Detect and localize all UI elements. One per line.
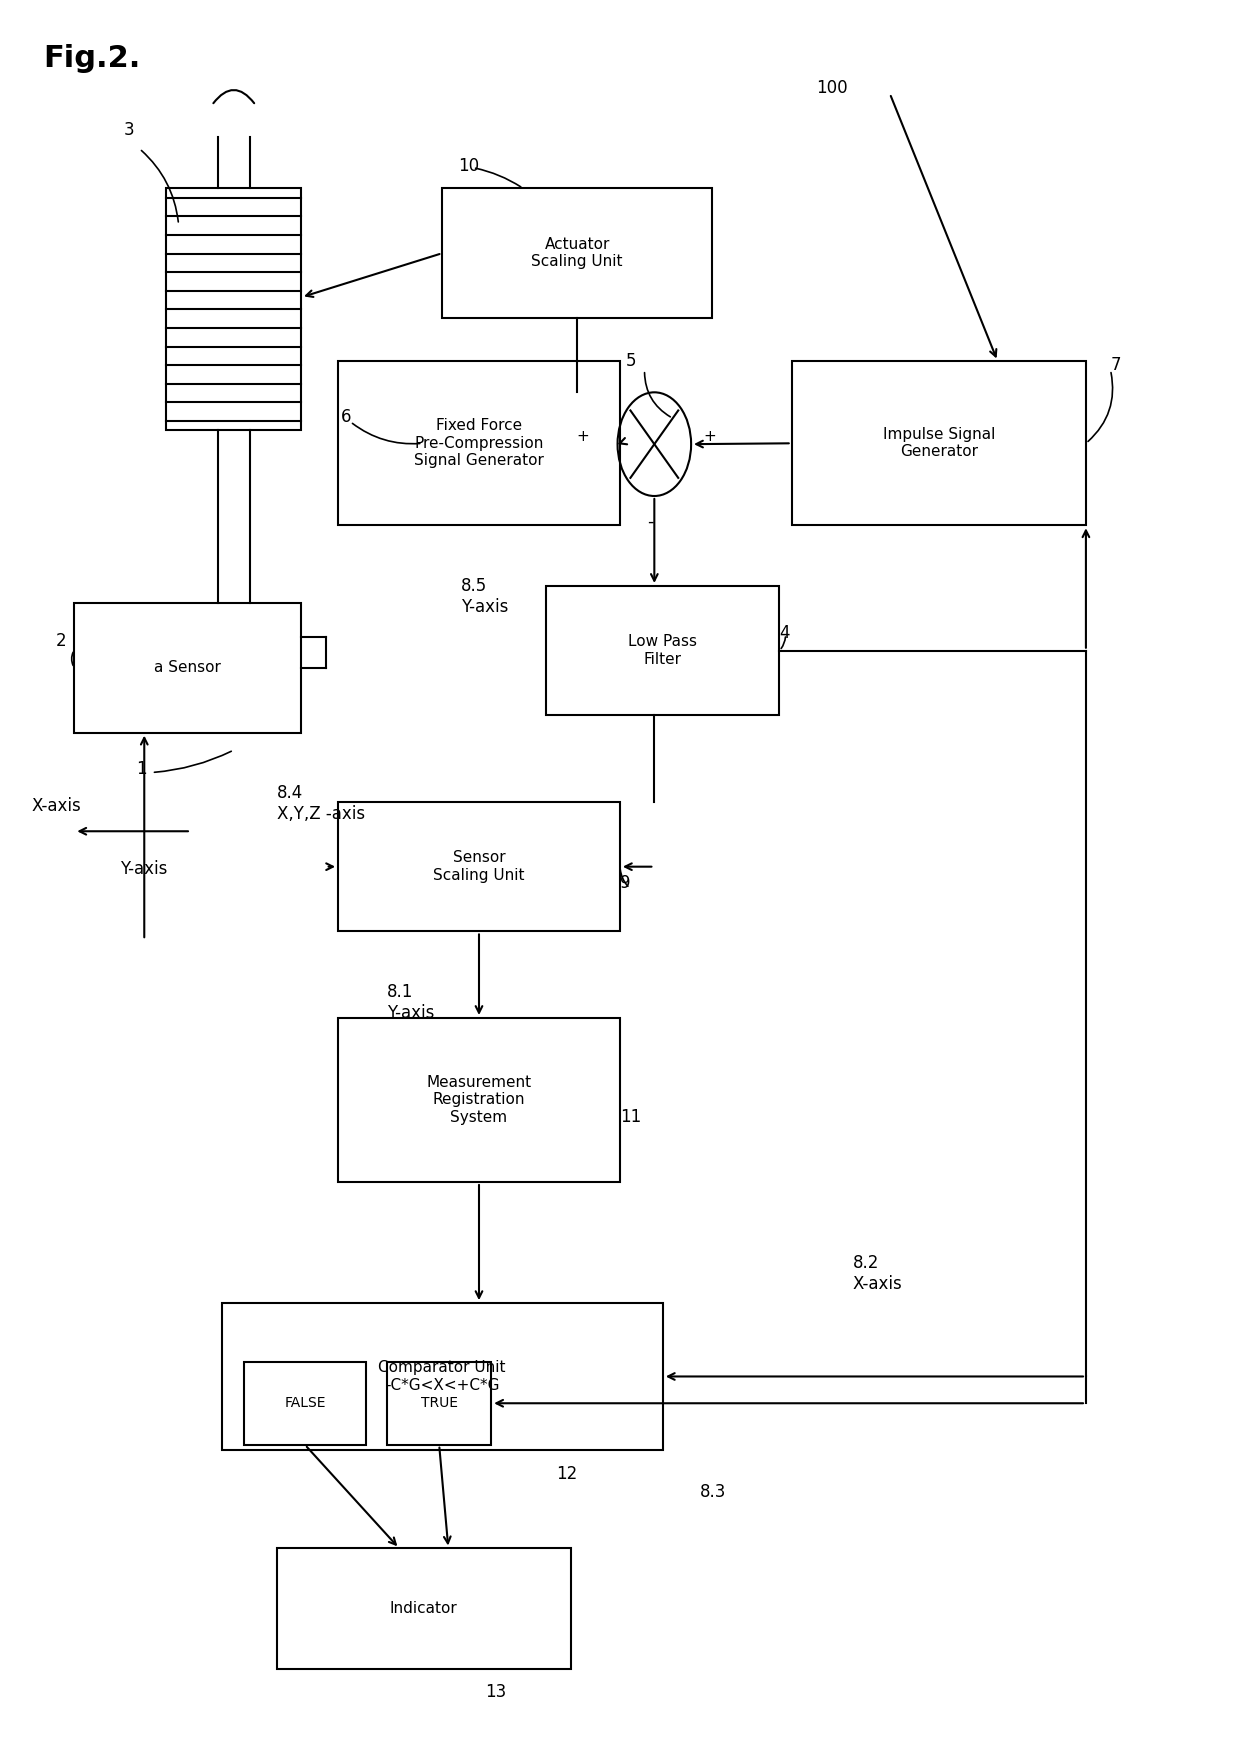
FancyBboxPatch shape: [339, 1017, 620, 1183]
Text: Measurement
Registration
System: Measurement Registration System: [427, 1075, 532, 1125]
Text: Impulse Signal
Generator: Impulse Signal Generator: [883, 427, 994, 460]
FancyBboxPatch shape: [243, 1362, 366, 1444]
Text: 8.1
Y-axis: 8.1 Y-axis: [387, 982, 434, 1023]
Text: 8.4
X,Y,Z -axis: 8.4 X,Y,Z -axis: [277, 784, 365, 824]
Text: 2: 2: [56, 632, 67, 650]
FancyBboxPatch shape: [387, 1362, 491, 1444]
Text: TRUE: TRUE: [420, 1397, 458, 1411]
Text: 10: 10: [458, 157, 480, 176]
Text: Fixed Force
Pre-Compression
Signal Generator: Fixed Force Pre-Compression Signal Gener…: [414, 418, 544, 469]
Text: 8.3: 8.3: [699, 1482, 727, 1500]
Text: 1: 1: [135, 760, 146, 779]
Text: 7: 7: [1111, 355, 1121, 375]
Text: 100: 100: [816, 80, 848, 98]
Bar: [166, 188, 301, 430]
Text: 8.2
X-axis: 8.2 X-axis: [853, 1254, 903, 1293]
Text: 13: 13: [485, 1683, 506, 1700]
Text: Actuator
Scaling Unit: Actuator Scaling Unit: [531, 237, 622, 270]
Text: -: -: [647, 514, 653, 531]
FancyBboxPatch shape: [443, 188, 712, 319]
FancyBboxPatch shape: [791, 361, 1086, 526]
Text: +: +: [703, 429, 715, 444]
Text: FALSE: FALSE: [284, 1397, 326, 1411]
FancyBboxPatch shape: [339, 361, 620, 526]
Text: a Sensor: a Sensor: [154, 660, 221, 676]
Text: Low Pass
Filter: Low Pass Filter: [629, 634, 697, 667]
Text: 11: 11: [620, 1108, 641, 1125]
FancyBboxPatch shape: [277, 1549, 570, 1669]
Text: 3: 3: [124, 120, 134, 139]
Text: Y-axis: Y-axis: [120, 861, 167, 878]
FancyBboxPatch shape: [339, 801, 620, 932]
FancyBboxPatch shape: [74, 603, 301, 733]
Text: 9: 9: [620, 874, 630, 892]
Text: +: +: [577, 429, 589, 444]
Text: 6: 6: [341, 408, 351, 425]
FancyBboxPatch shape: [547, 585, 780, 716]
FancyBboxPatch shape: [222, 1303, 663, 1449]
Text: 8.5
Y-axis: 8.5 Y-axis: [460, 577, 508, 615]
Text: Sensor
Scaling Unit: Sensor Scaling Unit: [433, 850, 525, 883]
Text: Fig.2.: Fig.2.: [43, 45, 141, 73]
Text: 5: 5: [626, 352, 636, 371]
Text: 4: 4: [780, 624, 790, 641]
Text: Comparator Unit
-C*G<X<+C*G: Comparator Unit -C*G<X<+C*G: [378, 1361, 506, 1392]
Text: 12: 12: [557, 1465, 578, 1482]
Text: Indicator: Indicator: [389, 1601, 458, 1617]
Text: X-axis: X-axis: [31, 796, 81, 815]
